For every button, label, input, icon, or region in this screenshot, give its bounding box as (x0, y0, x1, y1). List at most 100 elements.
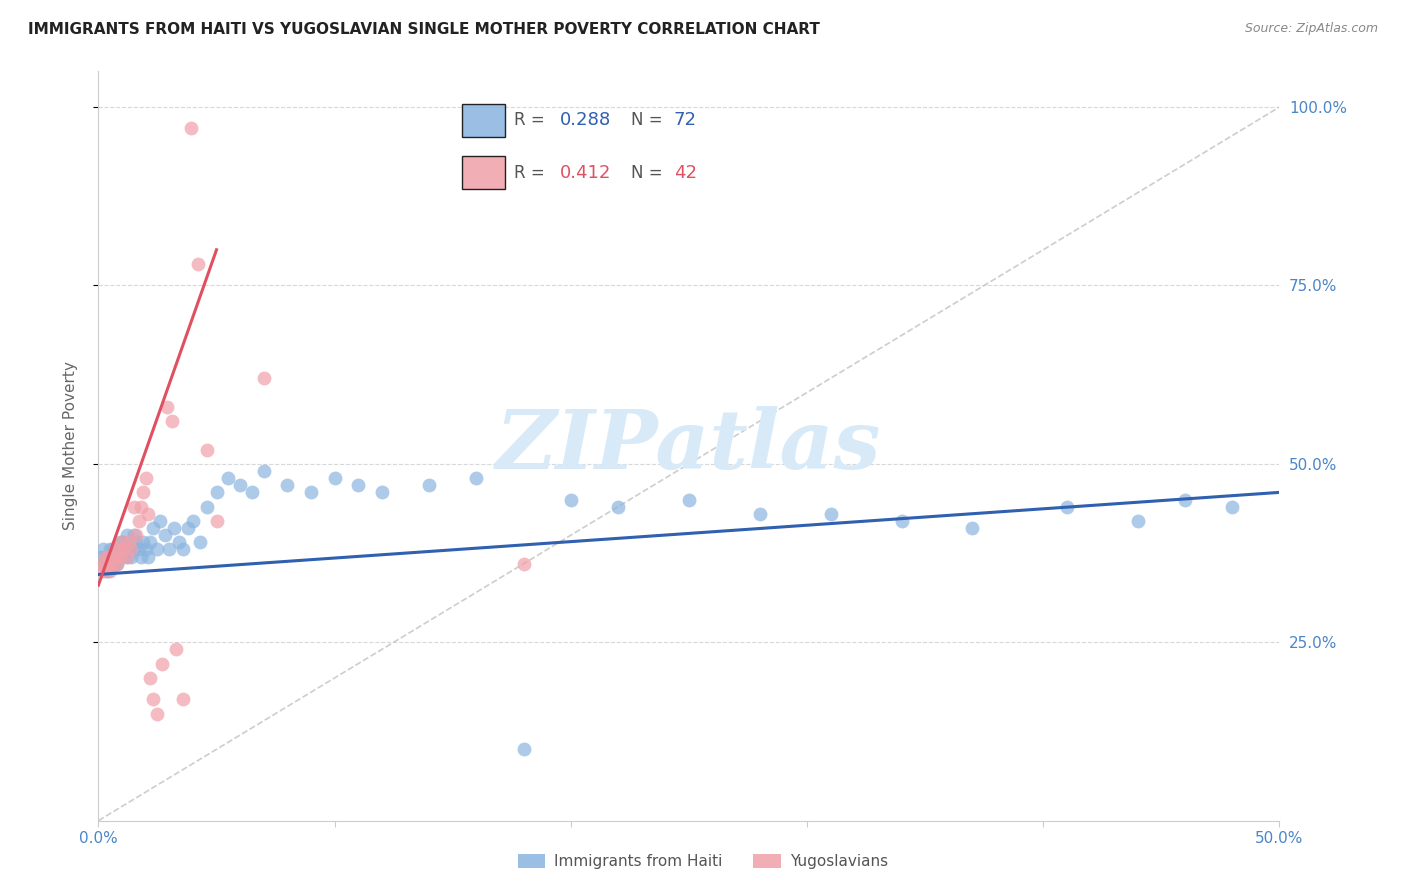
Point (253, 464, 276, 478)
Point (94, 549, 117, 564)
Point (97, 549, 120, 564)
Point (172, 692, 194, 706)
Point (111, 535, 134, 549)
Point (108, 549, 131, 564)
Point (105, 542, 128, 557)
Point (115, 549, 138, 564)
Point (890, 514, 912, 528)
Point (157, 542, 180, 557)
Point (94, 557, 117, 571)
Point (98, 557, 121, 571)
Point (97, 549, 120, 564)
Point (323, 471, 346, 485)
Point (122, 500, 145, 514)
Point (115, 549, 138, 564)
Point (156, 400, 179, 414)
Point (217, 471, 239, 485)
Point (132, 485, 155, 500)
Text: Source: ZipAtlas.com: Source: ZipAtlas.com (1244, 22, 1378, 36)
Point (91, 564, 114, 578)
Point (188, 535, 211, 549)
Point (108, 549, 131, 564)
Point (98, 542, 121, 557)
Point (820, 507, 842, 521)
Point (105, 557, 128, 571)
Point (125, 535, 148, 549)
Point (135, 471, 157, 485)
Point (91, 542, 114, 557)
Point (132, 535, 155, 549)
Point (122, 528, 145, 542)
Point (94, 564, 117, 578)
Point (104, 557, 127, 571)
Legend: Immigrants from Haiti, Yugoslavians: Immigrants from Haiti, Yugoslavians (512, 848, 894, 875)
Point (177, 521, 200, 535)
Point (125, 528, 148, 542)
Point (512, 557, 534, 571)
Point (104, 549, 127, 564)
Point (111, 549, 134, 564)
Point (163, 521, 186, 535)
Point (129, 500, 152, 514)
Point (195, 442, 218, 457)
Point (101, 542, 124, 557)
Point (1220, 500, 1243, 514)
Point (97, 557, 120, 571)
Point (187, 257, 209, 271)
Point (111, 535, 134, 549)
Point (118, 542, 141, 557)
Point (135, 542, 157, 557)
Point (347, 478, 370, 492)
Y-axis label: Single Mother Poverty: Single Mother Poverty (63, 361, 77, 531)
Point (512, 742, 534, 756)
Point (97, 564, 120, 578)
Point (112, 542, 135, 557)
Point (115, 528, 138, 542)
Point (205, 514, 228, 528)
Point (1174, 492, 1197, 507)
Text: ZIPatlas: ZIPatlas (496, 406, 882, 486)
Point (299, 485, 322, 500)
Point (160, 414, 183, 428)
Point (142, 692, 165, 706)
Point (748, 507, 770, 521)
Point (101, 557, 124, 571)
Point (112, 542, 135, 557)
Point (105, 549, 128, 564)
Point (142, 521, 165, 535)
Point (371, 485, 394, 500)
Point (253, 371, 276, 385)
Point (104, 549, 127, 564)
Point (165, 642, 187, 657)
Point (129, 549, 152, 564)
Point (150, 657, 173, 671)
Point (118, 535, 141, 549)
Point (172, 542, 194, 557)
Point (1126, 514, 1149, 528)
Point (121, 542, 143, 557)
Point (167, 535, 190, 549)
Text: IMMIGRANTS FROM HAITI VS YUGOSLAVIAN SINGLE MOTHER POVERTY CORRELATION CHART: IMMIGRANTS FROM HAITI VS YUGOSLAVIAN SIN… (28, 22, 820, 37)
Point (240, 485, 263, 500)
Point (146, 542, 169, 557)
Point (94, 549, 117, 564)
Point (229, 478, 252, 492)
Point (136, 507, 159, 521)
Point (108, 542, 131, 557)
Point (136, 549, 159, 564)
Point (195, 500, 218, 514)
Point (180, 121, 202, 136)
Point (121, 549, 143, 564)
Point (149, 514, 172, 528)
Point (139, 535, 162, 549)
Point (91, 557, 114, 571)
Point (962, 521, 984, 535)
Point (181, 514, 204, 528)
Point (560, 492, 582, 507)
Point (94, 557, 117, 571)
Point (205, 485, 228, 500)
Point (105, 557, 128, 571)
Point (101, 557, 124, 571)
Point (128, 542, 150, 557)
Point (139, 671, 162, 685)
